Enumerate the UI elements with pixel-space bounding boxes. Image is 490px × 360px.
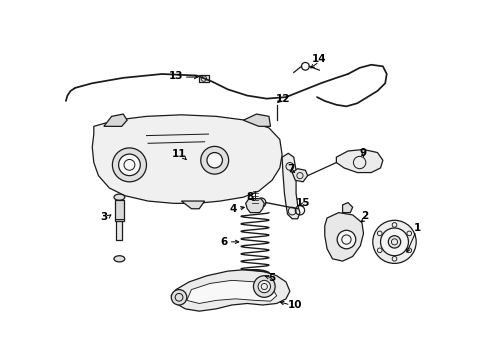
Text: 15: 15	[296, 198, 310, 208]
Circle shape	[388, 236, 401, 248]
Text: 8: 8	[247, 192, 254, 202]
Ellipse shape	[114, 194, 125, 200]
Circle shape	[258, 280, 270, 293]
Circle shape	[337, 230, 356, 249]
Circle shape	[172, 289, 187, 305]
Text: 9: 9	[360, 148, 367, 158]
Circle shape	[377, 231, 382, 236]
Circle shape	[381, 228, 409, 256]
Polygon shape	[245, 199, 264, 213]
Circle shape	[201, 147, 229, 174]
Text: 1: 1	[414, 223, 421, 233]
Polygon shape	[172, 270, 290, 311]
Text: 4: 4	[230, 204, 237, 214]
Polygon shape	[187, 280, 277, 303]
Circle shape	[112, 148, 147, 182]
Ellipse shape	[240, 270, 270, 279]
Circle shape	[407, 248, 412, 253]
Polygon shape	[244, 114, 270, 126]
Ellipse shape	[114, 256, 125, 262]
Circle shape	[392, 256, 397, 261]
Text: 3: 3	[100, 212, 107, 222]
Polygon shape	[292, 169, 308, 182]
Text: 14: 14	[312, 54, 327, 64]
Text: 10: 10	[288, 300, 302, 310]
Text: 2: 2	[362, 211, 368, 221]
Text: 13: 13	[169, 71, 183, 81]
Circle shape	[377, 248, 382, 253]
Polygon shape	[343, 203, 353, 213]
Polygon shape	[282, 153, 300, 219]
Circle shape	[253, 276, 275, 297]
Text: 12: 12	[276, 94, 290, 104]
Text: 7: 7	[287, 165, 294, 175]
Polygon shape	[92, 115, 282, 203]
FancyBboxPatch shape	[116, 221, 122, 240]
Polygon shape	[325, 213, 364, 261]
Circle shape	[207, 153, 222, 168]
Text: 11: 11	[172, 149, 186, 159]
Polygon shape	[336, 149, 383, 172]
FancyBboxPatch shape	[199, 75, 209, 82]
Polygon shape	[181, 201, 205, 209]
Circle shape	[119, 154, 140, 176]
FancyBboxPatch shape	[115, 199, 124, 221]
Polygon shape	[104, 114, 127, 126]
Circle shape	[373, 220, 416, 264]
Text: 5: 5	[269, 273, 276, 283]
Text: 6: 6	[220, 237, 228, 247]
Ellipse shape	[244, 271, 266, 278]
Ellipse shape	[248, 272, 262, 276]
Circle shape	[392, 222, 397, 227]
Circle shape	[407, 231, 412, 236]
